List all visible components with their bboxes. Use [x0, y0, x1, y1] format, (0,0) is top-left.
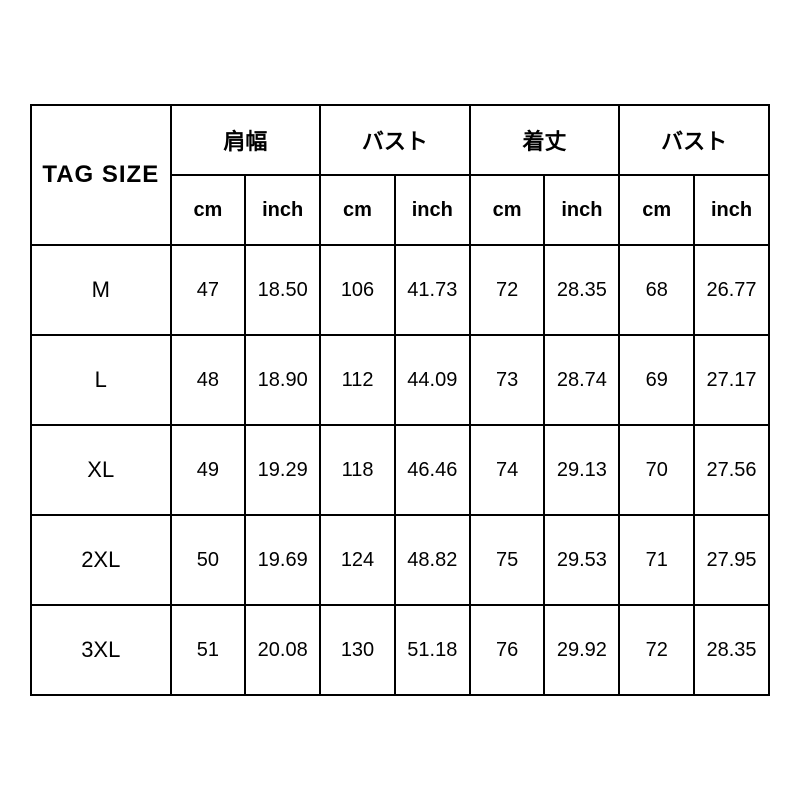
value-cell: 72 [470, 245, 545, 335]
value-cell: 19.29 [245, 425, 320, 515]
measure-header-0: 肩幅 [171, 105, 321, 175]
value-cell: 118 [320, 425, 395, 515]
value-cell: 106 [320, 245, 395, 335]
unit-cm-1: cm [320, 175, 395, 245]
unit-cm-2: cm [470, 175, 545, 245]
value-cell: 68 [619, 245, 694, 335]
value-cell: 19.69 [245, 515, 320, 605]
tag-size-header: TAG SIZE [31, 105, 171, 245]
value-cell: 73 [470, 335, 545, 425]
measure-header-1: バスト [320, 105, 470, 175]
value-cell: 51 [171, 605, 246, 695]
value-cell: 71 [619, 515, 694, 605]
value-cell: 75 [470, 515, 545, 605]
header-row-1: TAG SIZE 肩幅 バスト 着丈 バスト [31, 105, 769, 175]
value-cell: 69 [619, 335, 694, 425]
value-cell: 28.35 [544, 245, 619, 335]
table-body: M 47 18.50 106 41.73 72 28.35 68 26.77 L… [31, 245, 769, 695]
unit-inch-0: inch [245, 175, 320, 245]
value-cell: 44.09 [395, 335, 470, 425]
value-cell: 74 [470, 425, 545, 515]
value-cell: 70 [619, 425, 694, 515]
value-cell: 76 [470, 605, 545, 695]
value-cell: 50 [171, 515, 246, 605]
value-cell: 112 [320, 335, 395, 425]
size-table-container: TAG SIZE 肩幅 バスト 着丈 バスト cm inch cm inch c… [30, 104, 770, 696]
size-cell: 3XL [31, 605, 171, 695]
size-table: TAG SIZE 肩幅 バスト 着丈 バスト cm inch cm inch c… [30, 104, 770, 696]
value-cell: 28.74 [544, 335, 619, 425]
table-row: L 48 18.90 112 44.09 73 28.74 69 27.17 [31, 335, 769, 425]
value-cell: 49 [171, 425, 246, 515]
size-cell: XL [31, 425, 171, 515]
value-cell: 124 [320, 515, 395, 605]
size-cell: L [31, 335, 171, 425]
table-row: 2XL 50 19.69 124 48.82 75 29.53 71 27.95 [31, 515, 769, 605]
value-cell: 20.08 [245, 605, 320, 695]
value-cell: 51.18 [395, 605, 470, 695]
value-cell: 48 [171, 335, 246, 425]
value-cell: 47 [171, 245, 246, 335]
value-cell: 72 [619, 605, 694, 695]
value-cell: 27.17 [694, 335, 769, 425]
value-cell: 18.90 [245, 335, 320, 425]
value-cell: 29.53 [544, 515, 619, 605]
table-head: TAG SIZE 肩幅 バスト 着丈 バスト cm inch cm inch c… [31, 105, 769, 245]
measure-header-3: バスト [619, 105, 769, 175]
value-cell: 29.92 [544, 605, 619, 695]
value-cell: 29.13 [544, 425, 619, 515]
table-row: M 47 18.50 106 41.73 72 28.35 68 26.77 [31, 245, 769, 335]
size-cell: 2XL [31, 515, 171, 605]
value-cell: 46.46 [395, 425, 470, 515]
value-cell: 27.95 [694, 515, 769, 605]
unit-cm-0: cm [171, 175, 246, 245]
measure-header-2: 着丈 [470, 105, 620, 175]
unit-inch-3: inch [694, 175, 769, 245]
value-cell: 27.56 [694, 425, 769, 515]
unit-inch-2: inch [544, 175, 619, 245]
table-row: XL 49 19.29 118 46.46 74 29.13 70 27.56 [31, 425, 769, 515]
table-row: 3XL 51 20.08 130 51.18 76 29.92 72 28.35 [31, 605, 769, 695]
size-cell: M [31, 245, 171, 335]
unit-inch-1: inch [395, 175, 470, 245]
unit-cm-3: cm [619, 175, 694, 245]
value-cell: 28.35 [694, 605, 769, 695]
value-cell: 130 [320, 605, 395, 695]
value-cell: 48.82 [395, 515, 470, 605]
value-cell: 26.77 [694, 245, 769, 335]
value-cell: 41.73 [395, 245, 470, 335]
value-cell: 18.50 [245, 245, 320, 335]
